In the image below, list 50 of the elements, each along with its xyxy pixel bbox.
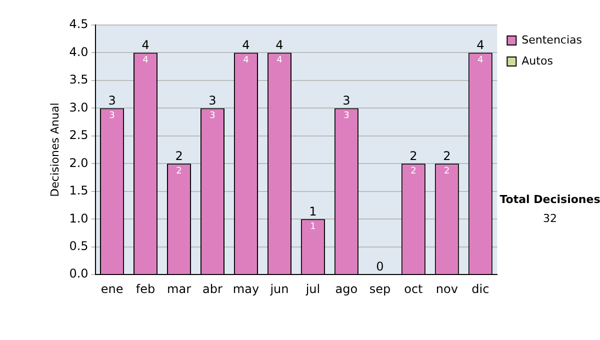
x-tick-label: sep [369,282,391,296]
x-tick-label: may [232,282,260,296]
data-label: 4 [142,56,149,66]
x-tick-label: feb [136,282,156,296]
total-label: 1 [309,204,317,218]
data-label: 1 [310,222,316,232]
total-label: 4 [142,38,150,52]
x-tick-label: oct [404,282,424,296]
text: 4.5 [69,17,88,32]
x-tick-label: nov [436,282,458,296]
text: 3.5 [69,72,88,87]
data-label: 2 [444,166,450,177]
text: 1.5 [69,184,88,198]
x-tick-label: abr [202,282,223,296]
data-label: 4 [243,56,250,66]
total-label: 0 [376,260,384,274]
y-axis-title: Decisiones Anual [48,102,62,197]
text: 0.0 [69,266,88,281]
legend-label: Autos [522,54,554,68]
data-label: 3 [210,111,216,122]
data-label: 4 [478,56,484,66]
text: Total Decisiones [500,192,600,206]
x-tick-label: jun [269,282,289,296]
text: 2.5 [69,128,88,142]
total-label: 2 [443,148,451,163]
text: 3.0 [69,100,88,114]
total-label: 2 [410,148,418,163]
x-tick-label: jul [304,282,320,296]
total-label: 4 [476,38,484,52]
total-label: 3 [108,93,116,108]
text: 4.0 [69,44,88,59]
x-tick-label: mar [167,282,192,296]
text: 0.5 [69,238,88,253]
total-label: 3 [342,93,350,108]
data-label: 2 [410,166,416,177]
data-label: 2 [176,166,182,177]
total-label: 4 [242,38,250,52]
total-label: 2 [175,148,183,163]
text: 1.0 [69,211,88,226]
data-label: 3 [109,111,115,122]
x-tick-label: ago [335,282,358,296]
total-label: 3 [208,93,216,108]
text: 2.0 [69,156,88,170]
data-label: 3 [344,111,350,122]
text: 32 [543,212,557,225]
x-tick-label: dic [472,282,490,296]
total-label: 4 [276,38,284,52]
x-tick-label: ene [100,282,124,296]
data-label: 4 [276,56,283,66]
legend-label: Sentencias [522,33,582,46]
